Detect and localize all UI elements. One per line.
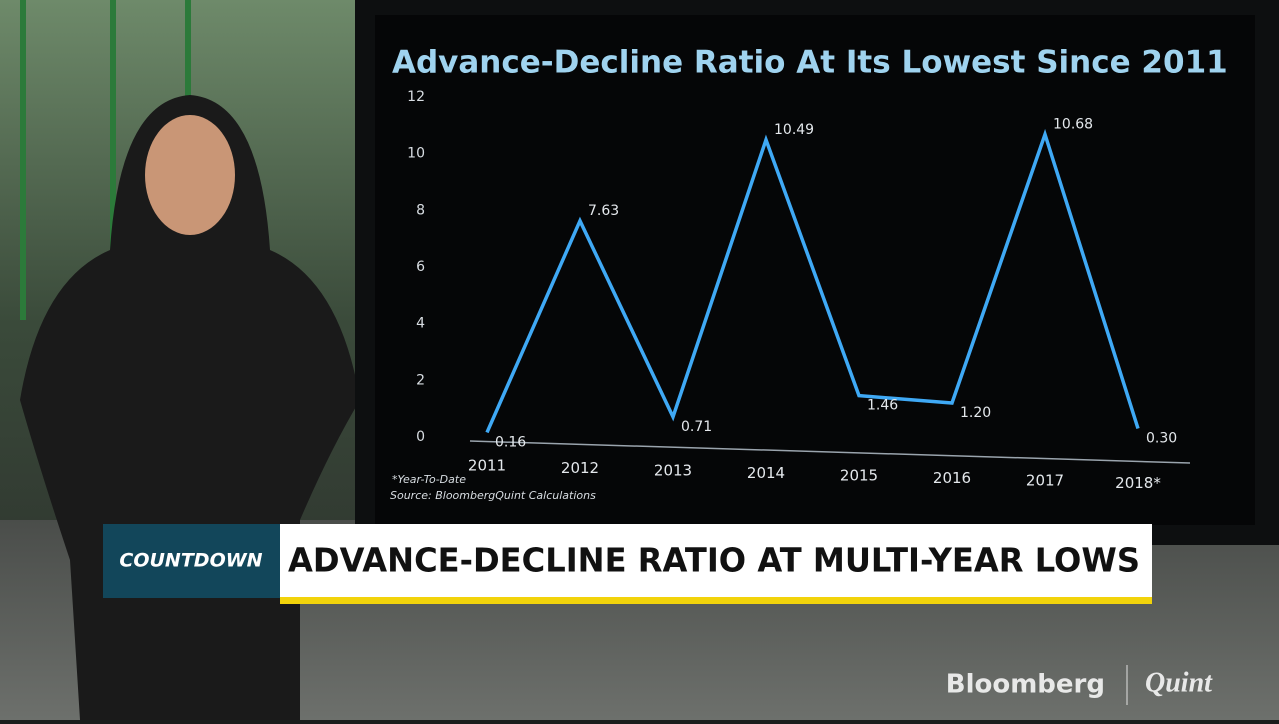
presenter-face bbox=[145, 115, 235, 235]
banner-stripe bbox=[280, 597, 1152, 604]
window-frame bbox=[20, 0, 26, 320]
y-tick-label: 4 bbox=[416, 316, 425, 332]
data-label: 7.63 bbox=[588, 203, 619, 219]
y-tick-label: 6 bbox=[416, 259, 425, 275]
data-label: 1.20 bbox=[960, 405, 991, 421]
data-label: 1.46 bbox=[867, 398, 898, 414]
x-tick-label: 2013 bbox=[654, 462, 692, 480]
y-tick-label: 10 bbox=[407, 146, 425, 162]
x-tick-label: 2015 bbox=[840, 467, 878, 485]
footnote: *Year-To-Date bbox=[392, 473, 466, 486]
source-note: Source: BloombergQuint Calculations bbox=[390, 489, 596, 502]
x-tick-label: 2018* bbox=[1115, 474, 1161, 492]
x-tick-label: 2017 bbox=[1026, 472, 1064, 490]
banner-tag-box bbox=[103, 524, 280, 598]
data-label: 10.49 bbox=[774, 122, 814, 138]
data-label: 0.30 bbox=[1146, 431, 1177, 447]
window-frame bbox=[110, 0, 116, 260]
chart-title: Advance-Decline Ratio At Its Lowest Sinc… bbox=[392, 45, 1228, 81]
logo-quint: Quint bbox=[1145, 667, 1213, 698]
x-tick-label: 2011 bbox=[468, 457, 506, 475]
x-axis bbox=[469, 440, 1191, 464]
plot: 0 2 4 6 8 10 12 2011 2012 2013 2014 2015 2016 2017 201… bbox=[407, 89, 1177, 492]
banner-tag: COUNTDOWN bbox=[119, 550, 262, 572]
y-tick-label: 0 bbox=[416, 429, 425, 445]
banner-headline: ADVANCE-DECLINE RATIO AT MULTI-YEAR LOWS bbox=[288, 541, 1140, 580]
x-tick-label: 2012 bbox=[561, 459, 599, 477]
x-tick-label: 2014 bbox=[747, 464, 785, 482]
data-label: 0.71 bbox=[681, 419, 712, 435]
data-line bbox=[485, 128, 1140, 434]
y-tick-label: 12 bbox=[407, 89, 425, 105]
data-label: 0.16 bbox=[495, 434, 526, 450]
y-tick-label: 8 bbox=[416, 202, 425, 218]
y-tick-label: 2 bbox=[416, 372, 425, 388]
data-label: 10.68 bbox=[1053, 116, 1093, 132]
x-tick-label: 2016 bbox=[933, 469, 971, 487]
logo-bloomberg: Bloomberg bbox=[946, 670, 1105, 700]
banner-box bbox=[280, 524, 1152, 598]
